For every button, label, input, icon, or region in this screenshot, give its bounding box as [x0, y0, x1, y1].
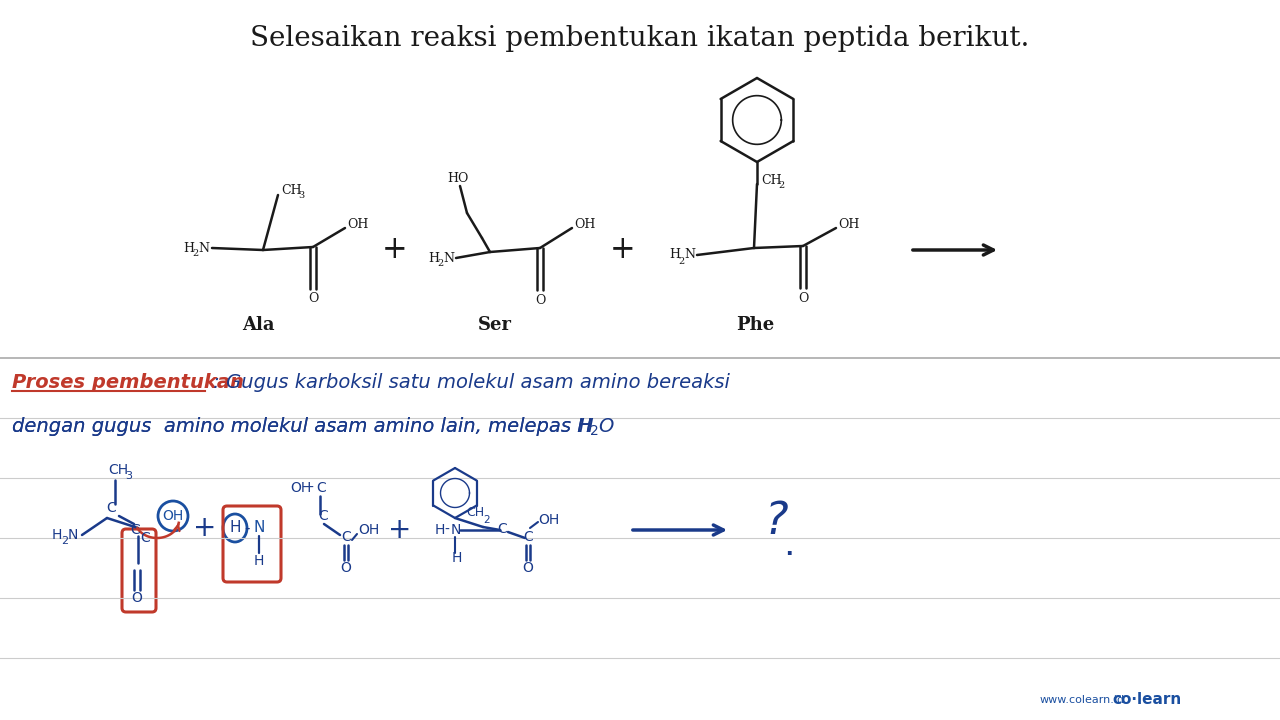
Text: C: C [524, 530, 532, 544]
Text: N: N [443, 251, 454, 264]
Text: +: + [388, 516, 412, 544]
Text: Proses pembentukan: Proses pembentukan [12, 372, 244, 392]
Text: co·learn: co·learn [1112, 693, 1181, 708]
Text: 2: 2 [192, 250, 198, 258]
Text: 2: 2 [590, 424, 599, 438]
Text: C: C [340, 530, 351, 544]
Text: C: C [131, 523, 140, 537]
Text: N: N [684, 248, 695, 261]
Text: HO: HO [447, 171, 468, 184]
Text: OH: OH [347, 217, 369, 230]
Text: CH: CH [762, 174, 782, 186]
Text: dengan gugus  amino molekul asam amino lain, melepas H: dengan gugus amino molekul asam amino la… [12, 416, 591, 436]
Text: OH: OH [573, 217, 595, 230]
Text: H: H [435, 523, 445, 537]
Text: O: O [522, 561, 534, 575]
Text: Selesaikan reaksi pembentukan ikatan peptida berikut.: Selesaikan reaksi pembentukan ikatan pep… [251, 24, 1029, 52]
Text: -: - [308, 481, 312, 495]
Text: .: . [783, 528, 795, 562]
Text: CH: CH [466, 506, 484, 520]
Text: OH: OH [538, 513, 559, 527]
Text: H: H [183, 241, 195, 254]
Text: CH: CH [282, 184, 302, 197]
Text: C: C [140, 531, 150, 545]
Text: H: H [428, 251, 439, 264]
Text: H: H [579, 416, 593, 436]
Text: C: C [106, 501, 116, 515]
Text: +: + [611, 235, 636, 266]
Text: C: C [497, 522, 507, 536]
Text: H: H [669, 248, 680, 261]
Text: N: N [198, 241, 209, 254]
Text: -: - [444, 523, 449, 537]
Text: O: O [307, 292, 319, 305]
Text: H: H [52, 528, 63, 542]
Text: OH: OH [291, 481, 311, 495]
Text: O: O [598, 416, 613, 436]
Text: : Gugus karboksil satu molekul asam amino bereaksi: : Gugus karboksil satu molekul asam amin… [207, 372, 730, 392]
Text: CH: CH [108, 463, 128, 477]
Text: 3: 3 [298, 192, 305, 200]
Text: 2: 2 [436, 259, 443, 269]
Text: Ser: Ser [477, 316, 512, 334]
Text: N: N [253, 521, 265, 536]
Text: +: + [193, 514, 216, 542]
Text: 2: 2 [778, 181, 785, 191]
Text: 2: 2 [61, 536, 68, 546]
Text: Ala: Ala [242, 316, 274, 334]
Text: H: H [452, 551, 462, 565]
Text: OH: OH [358, 523, 379, 537]
Text: H: H [229, 521, 241, 536]
Text: O: O [340, 561, 352, 575]
Text: O: O [132, 591, 142, 605]
Text: dengan gugus  amino molekul asam amino lain, melepas H: dengan gugus amino molekul asam amino la… [12, 416, 591, 436]
Text: OH: OH [163, 509, 183, 523]
Text: www.colearn.id: www.colearn.id [1039, 695, 1125, 705]
Text: ?: ? [765, 500, 788, 544]
Text: O: O [797, 292, 808, 305]
Text: Phe: Phe [736, 316, 774, 334]
Text: N: N [451, 523, 461, 537]
Text: 2: 2 [678, 256, 685, 266]
Text: OH: OH [838, 217, 859, 230]
Text: 2: 2 [483, 515, 490, 525]
Text: C: C [316, 481, 325, 495]
Text: +: + [383, 235, 408, 266]
Text: N: N [68, 528, 78, 542]
Text: 3: 3 [125, 471, 132, 481]
Text: H: H [253, 554, 264, 568]
Text: O: O [535, 294, 545, 307]
Text: C: C [317, 509, 328, 523]
Text: -: - [244, 521, 250, 536]
